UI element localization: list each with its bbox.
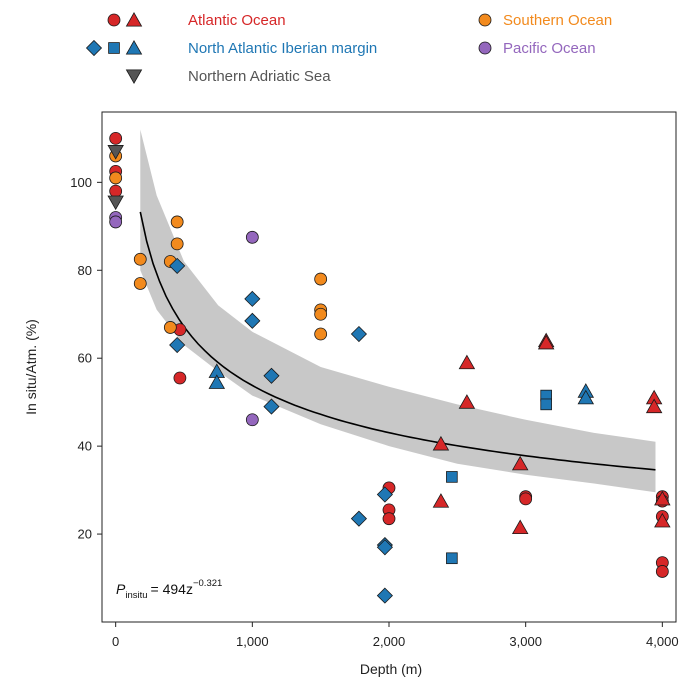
x-tick-label: 1,000 <box>236 634 269 649</box>
legend-label: Southern Ocean <box>503 12 612 29</box>
legend: Atlantic Ocean Southern Ocean North Atlant… <box>85 11 612 85</box>
y-tick-label: 80 <box>78 263 92 278</box>
data-point <box>458 354 476 370</box>
legend-marker-triangle <box>125 11 143 27</box>
series-diamond <box>169 257 393 604</box>
data-point <box>645 398 663 414</box>
data-point <box>133 277 147 290</box>
data-point <box>245 413 259 427</box>
y-tick-label: 40 <box>78 439 92 454</box>
fit-line-layer <box>139 211 656 471</box>
series-triangle <box>208 363 595 405</box>
plot-area: Pinsitu = 494z−0.321 <box>101 111 677 623</box>
data-point <box>540 398 552 411</box>
x-axis: 0 1,000 2,000 3,000 4,000 <box>112 622 679 649</box>
data-points-layer <box>107 131 671 604</box>
data-point <box>173 371 187 385</box>
legend-marker-circle <box>107 13 121 27</box>
fit-equation-exponent: −0.321 <box>193 578 222 589</box>
data-point <box>350 325 367 343</box>
data-point <box>109 171 123 185</box>
data-point <box>109 184 123 198</box>
data-point <box>169 257 186 274</box>
legend-label: North Atlantic Iberian margin <box>188 40 377 57</box>
data-point <box>314 272 328 286</box>
data-point <box>432 493 450 508</box>
data-point <box>655 565 669 578</box>
series-circle <box>109 149 328 341</box>
x-tick-label: 3,000 <box>509 634 542 649</box>
data-point <box>577 389 595 405</box>
y-axis: 20 40 60 80 100 <box>70 175 102 542</box>
data-point <box>654 512 671 528</box>
data-point <box>350 510 367 527</box>
data-point <box>314 327 328 341</box>
data-point <box>109 131 123 145</box>
legend-item: North Atlantic Iberian margin <box>85 39 377 57</box>
legend-item: Southern Ocean <box>478 12 612 29</box>
y-tick-label: 20 <box>78 527 92 542</box>
data-point <box>537 334 555 350</box>
fit-line <box>139 211 656 471</box>
data-point <box>446 471 458 483</box>
data-point <box>263 367 280 384</box>
x-tick-label: 4,000 <box>646 634 679 649</box>
data-point <box>170 237 184 251</box>
data-point <box>169 336 186 354</box>
legend-marker-square <box>108 42 120 54</box>
data-point <box>382 512 396 526</box>
x-tick-label: 2,000 <box>373 634 406 649</box>
data-point <box>314 307 328 321</box>
legend-item: Atlantic Ocean <box>107 11 286 29</box>
data-point <box>109 215 123 229</box>
data-point <box>244 312 261 329</box>
x-axis-label: Depth (m) <box>360 661 422 677</box>
legend-marker-circle <box>478 13 492 27</box>
legend-marker-circle <box>478 41 492 55</box>
data-point <box>107 145 124 160</box>
fit-equation-subscript: insitu <box>125 590 147 601</box>
confidence-band <box>140 129 656 493</box>
data-point <box>376 539 393 556</box>
fit-equation: Pinsitu = 494z−0.321 <box>116 578 222 601</box>
y-tick-label: 60 <box>78 351 92 366</box>
legend-marker-triangle <box>125 39 143 55</box>
fit-band-layer <box>140 129 656 493</box>
data-point <box>163 321 177 334</box>
y-axis-label: In situ/Atm. (%) <box>23 319 39 415</box>
series-square <box>446 389 552 565</box>
data-point <box>208 374 226 389</box>
data-point <box>458 394 476 409</box>
series-triangle <box>432 332 671 534</box>
data-point <box>511 455 529 471</box>
legend-label: Pacific Ocean <box>503 40 596 57</box>
data-point <box>511 519 529 534</box>
data-point <box>376 486 393 503</box>
data-point <box>245 230 259 244</box>
legend-label: Atlantic Ocean <box>188 12 286 29</box>
data-point <box>519 492 533 506</box>
fit-equation-rhs: = 494z <box>151 581 193 597</box>
legend-item: Northern Adriatic Sea <box>125 68 331 85</box>
series-triangle-down <box>107 145 124 211</box>
data-point <box>170 215 184 229</box>
series-circle <box>109 131 669 578</box>
legend-marker-triangle-down <box>125 69 143 85</box>
data-point <box>446 552 458 565</box>
fit-equation-lhs: P <box>116 581 126 597</box>
series-circle <box>109 211 259 427</box>
legend-label: Northern Adriatic Sea <box>188 68 331 85</box>
x-tick-label: 0 <box>112 634 119 649</box>
data-point <box>654 490 671 506</box>
data-point <box>133 252 147 266</box>
legend-marker-diamond <box>85 39 103 57</box>
y-tick-label: 100 <box>70 175 92 190</box>
legend-item: Pacific Ocean <box>478 40 596 57</box>
data-point <box>263 398 280 415</box>
data-point <box>376 587 393 604</box>
data-point <box>244 290 261 307</box>
data-point <box>432 435 450 451</box>
data-point <box>107 195 124 211</box>
